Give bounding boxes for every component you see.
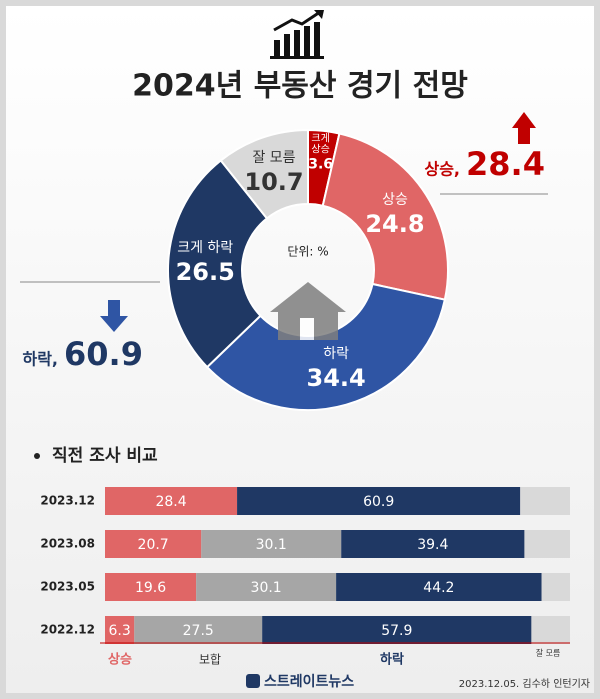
bar-segment — [262, 616, 532, 644]
legend-label: 하락 — [380, 652, 404, 668]
bar-value: 30.1 — [256, 537, 287, 553]
legend-label: 잘 모름 — [536, 649, 561, 658]
category-label: 2022.12 — [40, 623, 95, 637]
category-label: 2023.12 — [40, 494, 95, 508]
bullet — [34, 453, 40, 459]
slice-label: 하락 — [323, 346, 349, 362]
bar-value: 44.2 — [423, 580, 454, 596]
summary-value: 60.9 — [64, 335, 143, 373]
bar-segment — [105, 573, 197, 601]
section-title: 직전 조사 비교 — [52, 446, 158, 466]
donut-slice — [219, 128, 309, 220]
bar-segment — [196, 573, 337, 601]
summary-value: 28.4 — [466, 145, 545, 183]
donut-slice — [205, 282, 447, 411]
slice-value: 26.5 — [176, 258, 235, 286]
bar-segment — [541, 573, 570, 601]
legend-label: 상승 — [108, 653, 132, 668]
bar-segment — [520, 487, 570, 515]
slice-value: 3.6 — [308, 157, 333, 173]
summary-label: 하락, — [22, 350, 58, 369]
category-label: 2023.08 — [40, 537, 95, 551]
slice-value: 10.7 — [244, 168, 303, 196]
slice-value: 24.8 — [365, 210, 424, 238]
donut-slice — [321, 132, 449, 301]
bar-segment — [341, 530, 525, 558]
title: 2024년 부동산 경기 전망 — [132, 69, 468, 104]
down-arrow — [100, 300, 128, 332]
bar-value: 20.7 — [138, 537, 169, 553]
logo: 스트레이트뉴스 — [264, 673, 354, 690]
slice-label: 크게 상승 — [311, 133, 329, 156]
bar-value: 39.4 — [417, 537, 448, 553]
bar-value: 19.6 — [135, 580, 166, 596]
house-icon — [270, 282, 346, 340]
slice-value: 34.4 — [307, 364, 366, 392]
bar-value: 30.1 — [251, 580, 282, 596]
chart-icon — [270, 10, 324, 59]
legend-label: 보합 — [199, 653, 221, 667]
bar-segment — [105, 487, 238, 515]
category-label: 2023.05 — [40, 580, 95, 594]
bar-segment — [237, 487, 521, 515]
slice-label: 상승 — [382, 192, 408, 208]
bar-value: 27.5 — [183, 623, 214, 639]
slice-label: 크게 하락 — [177, 240, 233, 256]
bar-segment — [105, 530, 202, 558]
bar-segment — [336, 573, 542, 601]
summary-label: 상승, — [424, 160, 460, 179]
bar-value: 28.4 — [155, 494, 186, 510]
bar-value: 60.9 — [363, 494, 394, 510]
unit-label: 단위: % — [287, 245, 328, 259]
credit: 2023.12.05. 김수하 인턴기자 — [459, 677, 590, 690]
slice-label: 잘 모름 — [252, 150, 295, 166]
logo-mark — [246, 674, 260, 688]
bar-segment — [134, 616, 263, 644]
bar-segment — [524, 530, 570, 558]
bar-segment — [531, 616, 570, 644]
bar-value: 57.9 — [381, 623, 412, 639]
up-arrow — [512, 112, 536, 144]
bar-segment — [201, 530, 342, 558]
bar-value: 6.3 — [109, 623, 131, 639]
bar-segment — [105, 616, 135, 644]
donut-slice — [167, 159, 269, 369]
